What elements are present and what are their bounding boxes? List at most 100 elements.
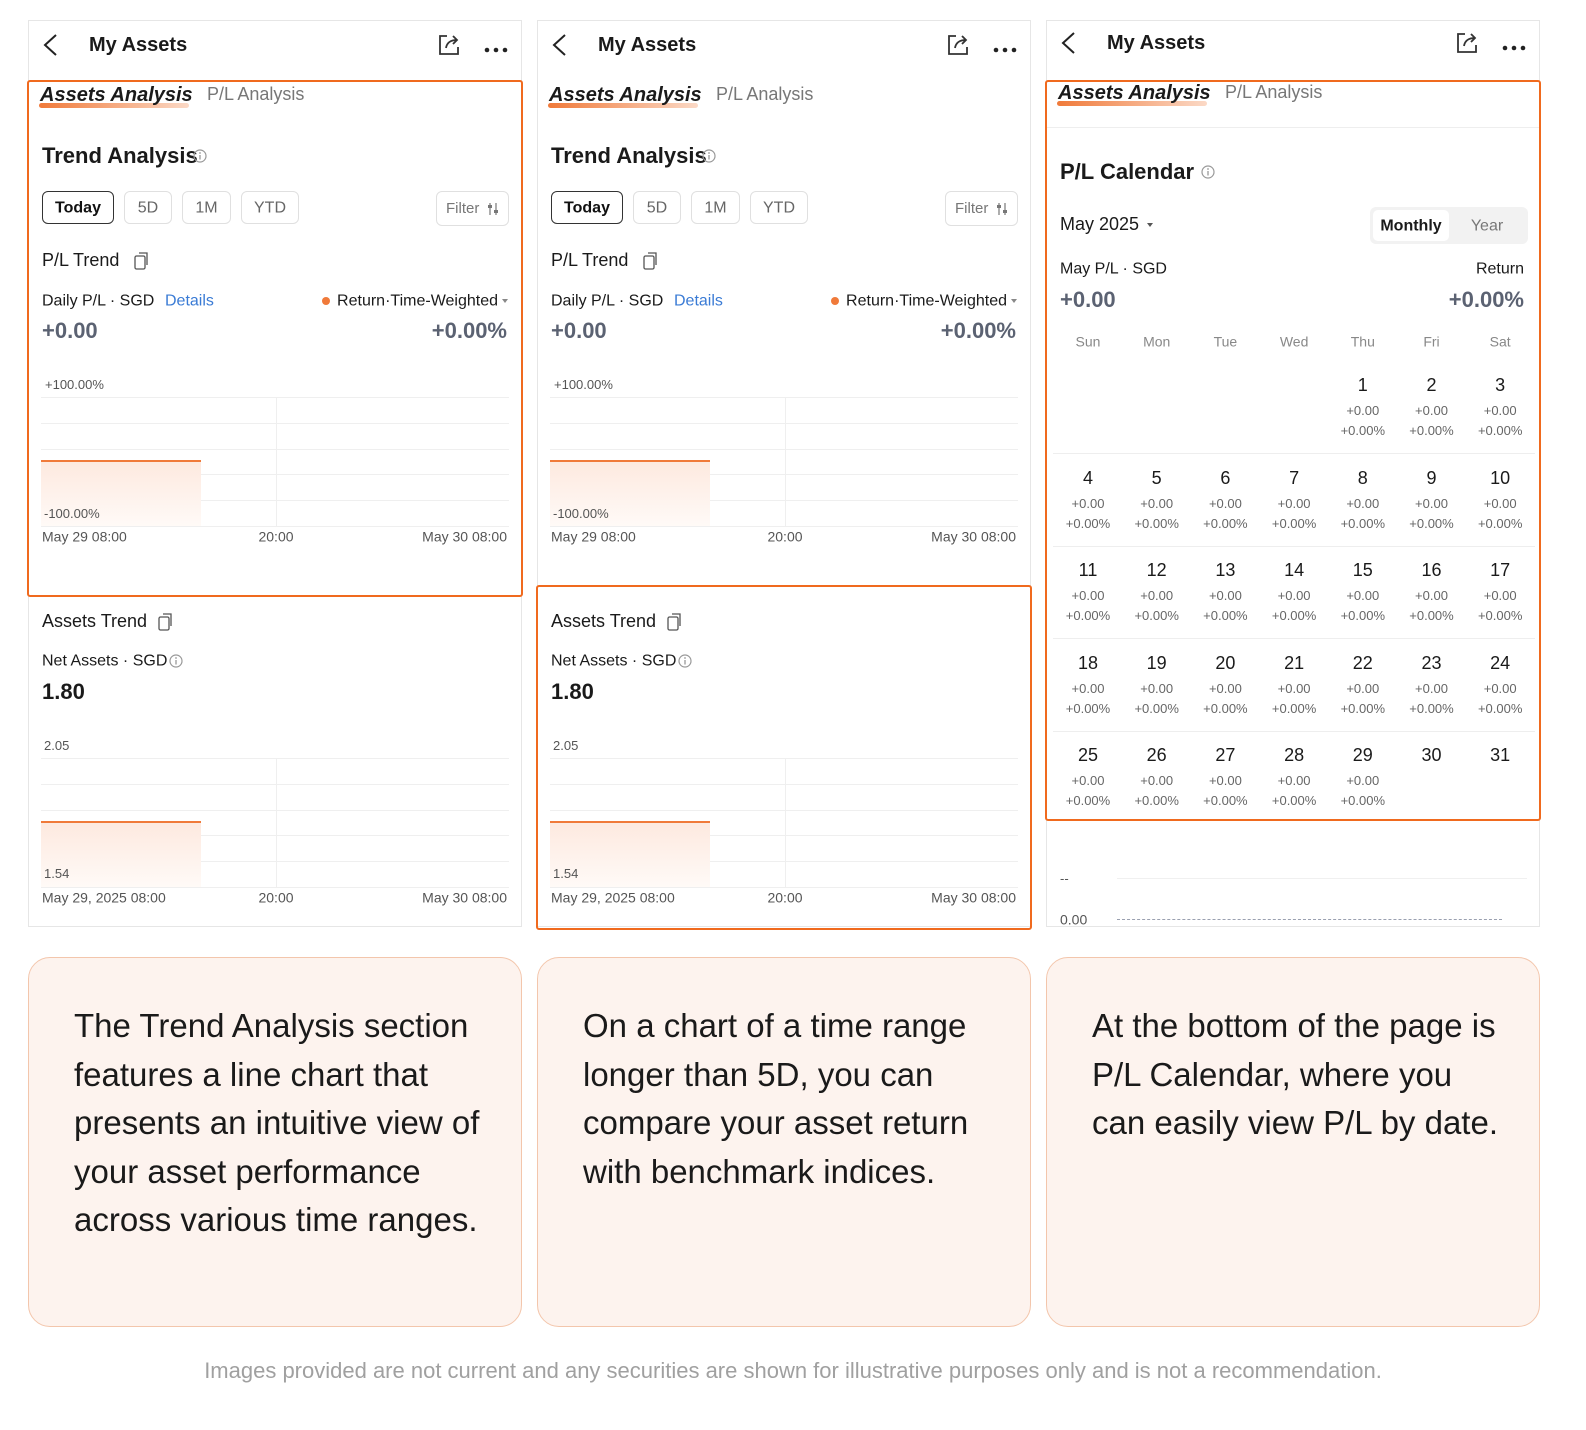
day-pl: +0.00: [1415, 680, 1448, 696]
month-picker[interactable]: May 2025: [1060, 214, 1140, 235]
tab[interactable]: P/L Analysis: [716, 84, 814, 105]
day-number[interactable]: 1: [1357, 375, 1368, 396]
more-button[interactable]: [483, 41, 509, 53]
day-return: +0.00%: [1203, 700, 1248, 716]
day-number[interactable]: 8: [1357, 467, 1368, 488]
tab[interactable]: P/L Analysis: [1225, 82, 1323, 103]
filter-label: Filter: [955, 200, 989, 217]
caption: On a chart of a time range longer than 5…: [537, 957, 1031, 1327]
filter-button[interactable]: Filter: [945, 191, 1018, 226]
day-pl: +0.00: [1415, 495, 1448, 511]
info-icon[interactable]: [193, 149, 207, 163]
day-number[interactable]: 11: [1078, 560, 1098, 581]
day-number[interactable]: 14: [1284, 560, 1305, 581]
day-number[interactable]: 26: [1146, 745, 1167, 766]
day-number[interactable]: 29: [1352, 745, 1373, 766]
back-button[interactable]: [548, 33, 572, 57]
range-button[interactable]: Today: [42, 191, 114, 224]
day-number[interactable]: 17: [1490, 560, 1511, 581]
tab-active[interactable]: Assets Analysis: [40, 84, 193, 106]
info-icon[interactable]: [702, 149, 716, 163]
axis-label: -100.00%: [553, 506, 609, 522]
grid-line: [550, 809, 1018, 811]
x-axis-label: May 29, 2025 08:00: [551, 889, 675, 906]
share-button[interactable]: [1455, 31, 1479, 55]
day-return: +0.00%: [1203, 515, 1248, 531]
day-number[interactable]: 7: [1289, 467, 1300, 488]
day-number[interactable]: 3: [1495, 375, 1506, 396]
day-return: +0.00%: [1065, 793, 1111, 809]
more-button-glyph: [1502, 45, 1526, 51]
details-link[interactable]: Details: [165, 292, 214, 310]
range-button[interactable]: 5D: [633, 191, 681, 224]
day-number[interactable]: 23: [1421, 652, 1442, 673]
day-number[interactable]: 12: [1146, 560, 1167, 581]
day-number[interactable]: 5: [1151, 467, 1162, 488]
back-button[interactable]: [1057, 31, 1081, 55]
range-label: 1M: [704, 199, 727, 217]
day-pl: +0.00: [1277, 773, 1311, 789]
mode-label[interactable]: Year: [1470, 216, 1504, 234]
tab[interactable]: P/L Analysis: [207, 84, 305, 105]
day-number[interactable]: 24: [1490, 652, 1511, 673]
metric-return: +0.00%: [1448, 286, 1524, 312]
day-number[interactable]: 16: [1421, 560, 1442, 581]
day-number[interactable]: 27: [1215, 745, 1236, 766]
range-button[interactable]: 5D: [124, 191, 172, 224]
range-button[interactable]: YTD: [241, 191, 299, 224]
day-number[interactable]: 22: [1352, 652, 1373, 673]
x-axis-label: May 30 08:00: [422, 889, 507, 906]
grid-line: [41, 861, 509, 863]
range-button[interactable]: YTD: [750, 191, 808, 224]
day-return: +0.00%: [1409, 700, 1454, 716]
day-number[interactable]: 31: [1490, 745, 1511, 766]
day-number[interactable]: 18: [1077, 652, 1099, 673]
day-return: +0.00%: [1340, 515, 1386, 531]
copy-icon-glyph: [134, 252, 148, 270]
info-icon-glyph: [1201, 165, 1215, 179]
day-number[interactable]: 4: [1082, 467, 1094, 488]
info-icon[interactable]: [1201, 165, 1215, 179]
copy-icon[interactable]: [157, 613, 173, 631]
copy-icon[interactable]: [666, 613, 682, 631]
day-number[interactable]: 21: [1284, 652, 1305, 673]
more-button[interactable]: [1501, 39, 1527, 51]
info-icon[interactable]: [169, 654, 183, 668]
details-link[interactable]: Details: [674, 292, 723, 310]
back-button[interactable]: [39, 33, 63, 57]
trend-line: [41, 821, 201, 823]
day-number[interactable]: 6: [1220, 467, 1231, 488]
mode-active[interactable]: [1373, 210, 1449, 241]
day-number[interactable]: 2: [1426, 375, 1437, 396]
copy-icon[interactable]: [133, 252, 149, 270]
mode-label[interactable]: Monthly: [1380, 216, 1442, 234]
day-number[interactable]: 19: [1146, 652, 1167, 673]
info-icon[interactable]: [678, 654, 692, 668]
day-return: +0.00%: [1065, 608, 1111, 624]
day-number[interactable]: 9: [1426, 467, 1437, 488]
info-icon-glyph: [169, 654, 183, 668]
tab-active[interactable]: Assets Analysis: [549, 84, 702, 106]
share-button[interactable]: [946, 33, 970, 57]
range-button[interactable]: 1M: [182, 191, 231, 224]
day-number[interactable]: 10: [1490, 467, 1511, 488]
copy-icon[interactable]: [642, 252, 658, 270]
legend-label[interactable]: Return·Time-Weighted: [337, 292, 498, 310]
filter-button[interactable]: Filter: [436, 191, 509, 226]
day-number[interactable]: 15: [1352, 560, 1373, 581]
day-number[interactable]: 13: [1215, 560, 1236, 581]
day-number[interactable]: 20: [1215, 652, 1236, 673]
day-number[interactable]: 28: [1284, 745, 1305, 766]
day-pl: +0.00: [1277, 680, 1311, 696]
x-axis-label: May 29 08:00: [551, 528, 636, 545]
axis-label: --: [1060, 871, 1069, 887]
share-button[interactable]: [437, 33, 461, 57]
range-button[interactable]: 1M: [691, 191, 740, 224]
legend-label[interactable]: Return·Time-Weighted: [846, 292, 1007, 310]
range-label: 1M: [195, 199, 218, 217]
more-button[interactable]: [992, 41, 1018, 53]
range-button[interactable]: Today: [551, 191, 623, 224]
tab-active[interactable]: Assets Analysis: [1058, 82, 1211, 104]
day-number[interactable]: 25: [1077, 745, 1099, 766]
day-number[interactable]: 30: [1421, 745, 1442, 766]
